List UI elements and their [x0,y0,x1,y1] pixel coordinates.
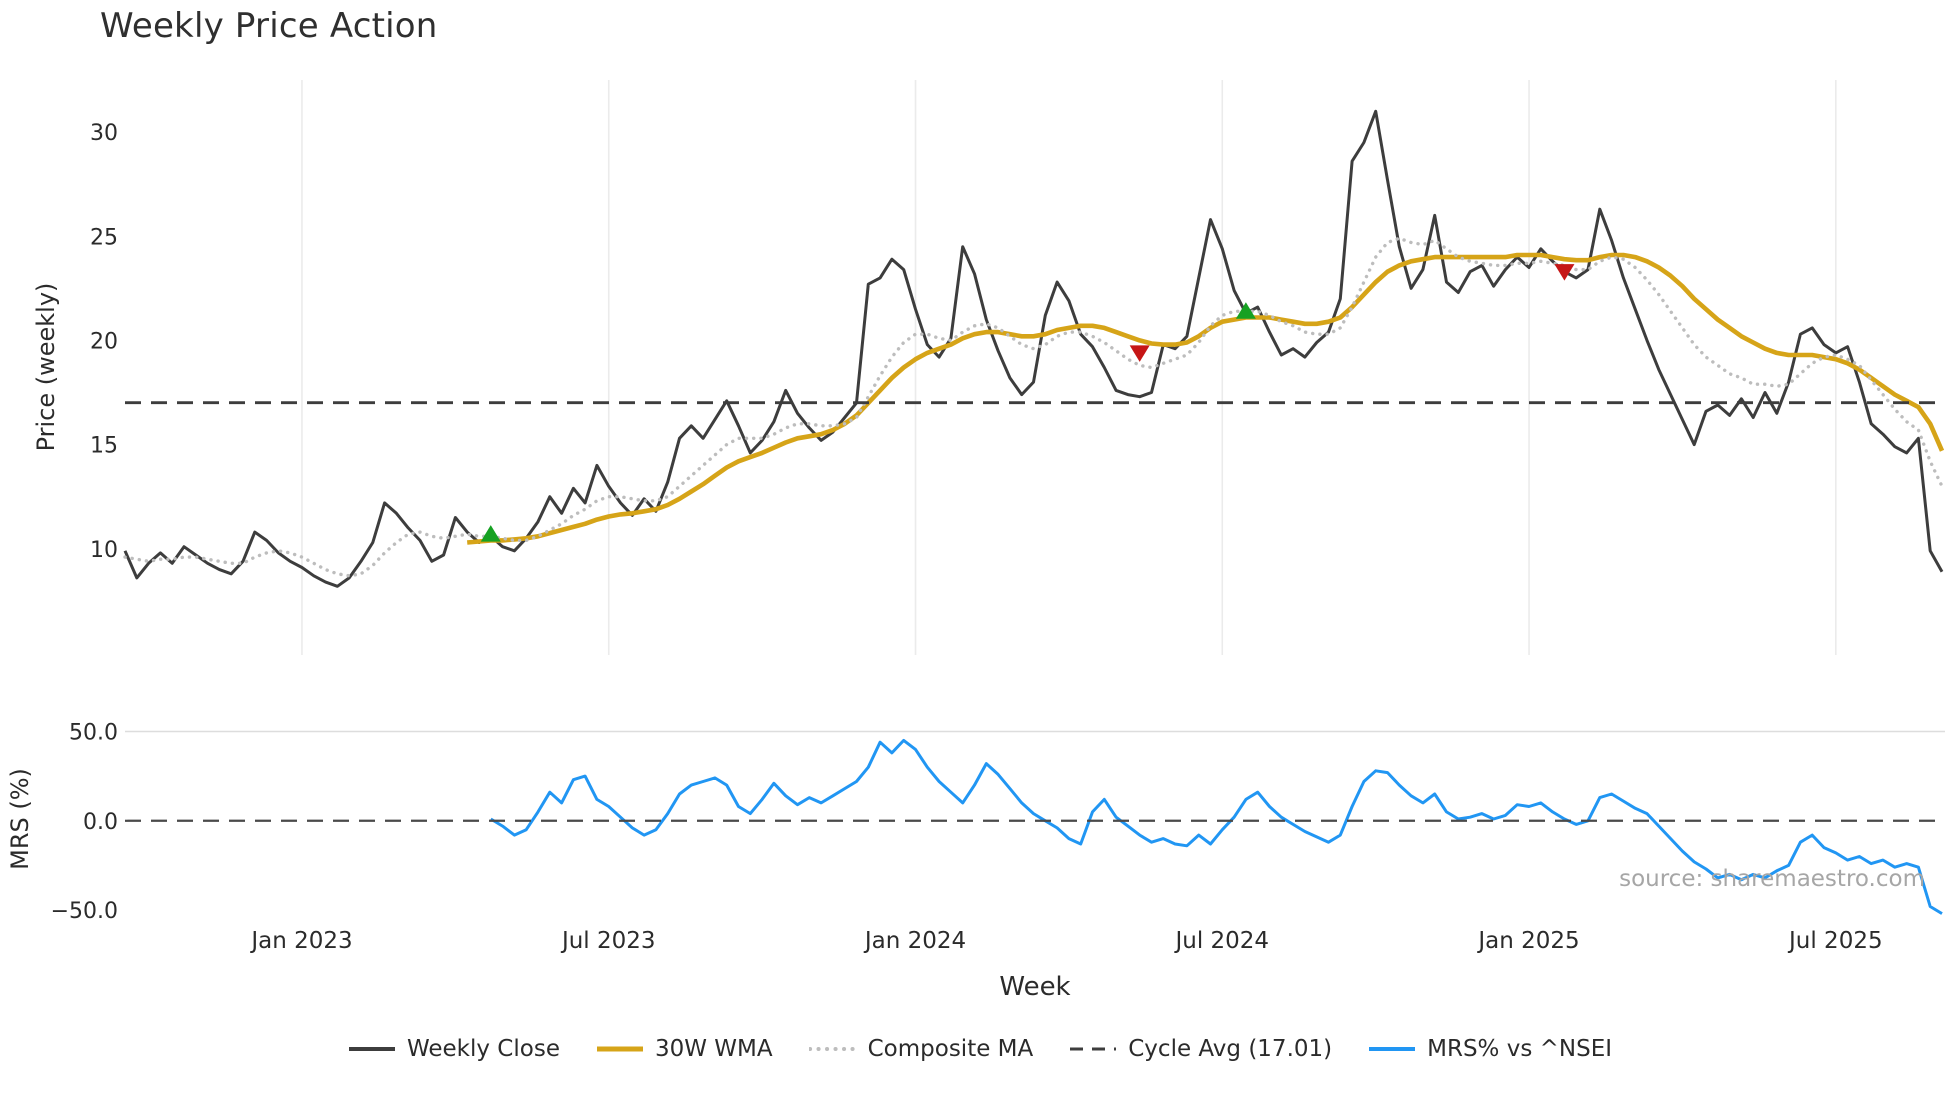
price-y-tick-label: 25 [90,225,118,250]
legend-item-label: Composite MA [867,1036,1034,1062]
cycle-avg-17-01-legend-line [1070,1047,1117,1051]
legend-item-cycle-avg-17-01: Cycle Avg (17.01) [1069,1036,1332,1062]
buy-signal-marker [480,525,501,542]
composite-ma-line [123,236,1944,578]
mrs-y-tick-label: −50.0 [51,899,118,924]
legend-item-label: 30W WMA [654,1036,773,1062]
x-tick-label: Jul 2023 [560,928,656,954]
x-tick-label: Jan 2023 [249,928,352,954]
source-watermark: source: sharemaestro.com [1619,866,1925,892]
mrs-vs-nsei-legend-line [1369,1047,1416,1051]
weekly-close-legend-line [348,1047,395,1051]
weekly-close-line [123,109,1944,588]
30w-wma-legend-line [596,1046,643,1052]
x-axis-label: Week [999,972,1071,1002]
legend-item-label: Cycle Avg (17.01) [1128,1036,1333,1062]
x-tick-label: Jul 2025 [1787,928,1883,954]
sell-signal-marker [1129,345,1150,362]
legend-item-label: MRS% vs ^NSEI [1427,1036,1613,1062]
mrs-y-tick-label: 0.0 [83,810,118,835]
sell-signal-marker [1554,264,1575,281]
mrs-vs-nsei-line [490,738,1943,915]
composite-ma-legend-line [808,1047,857,1051]
price-y-tick-label: 30 [90,121,118,146]
price-y-tick-label: 20 [90,329,118,354]
legend-item-weekly-close: Weekly Close [348,1036,560,1062]
30w-wma-line [467,252,1945,545]
price-y-tick-label: 10 [90,538,118,563]
legend-item-30w-wma: 30W WMA [596,1036,773,1062]
mrs-y-tick-label: 50.0 [69,721,118,746]
x-tick-label: Jul 2024 [1173,928,1269,954]
x-tick-label: Jan 2025 [1476,928,1579,954]
legend-item-label: Weekly Close [406,1036,560,1062]
legend-item-composite-ma: Composite MA [808,1036,1034,1062]
legend-item-mrs-vs-nsei: MRS% vs ^NSEI [1368,1036,1612,1062]
chart-title: Weekly Price Action [100,6,438,46]
buy-signal-marker [1235,302,1256,319]
legend: Weekly Close 30W WMA Composite MA Cycle Avg… [0,1036,1960,1062]
price-y-tick-label: 15 [90,434,118,459]
x-tick-label: Jan 2024 [863,928,966,954]
